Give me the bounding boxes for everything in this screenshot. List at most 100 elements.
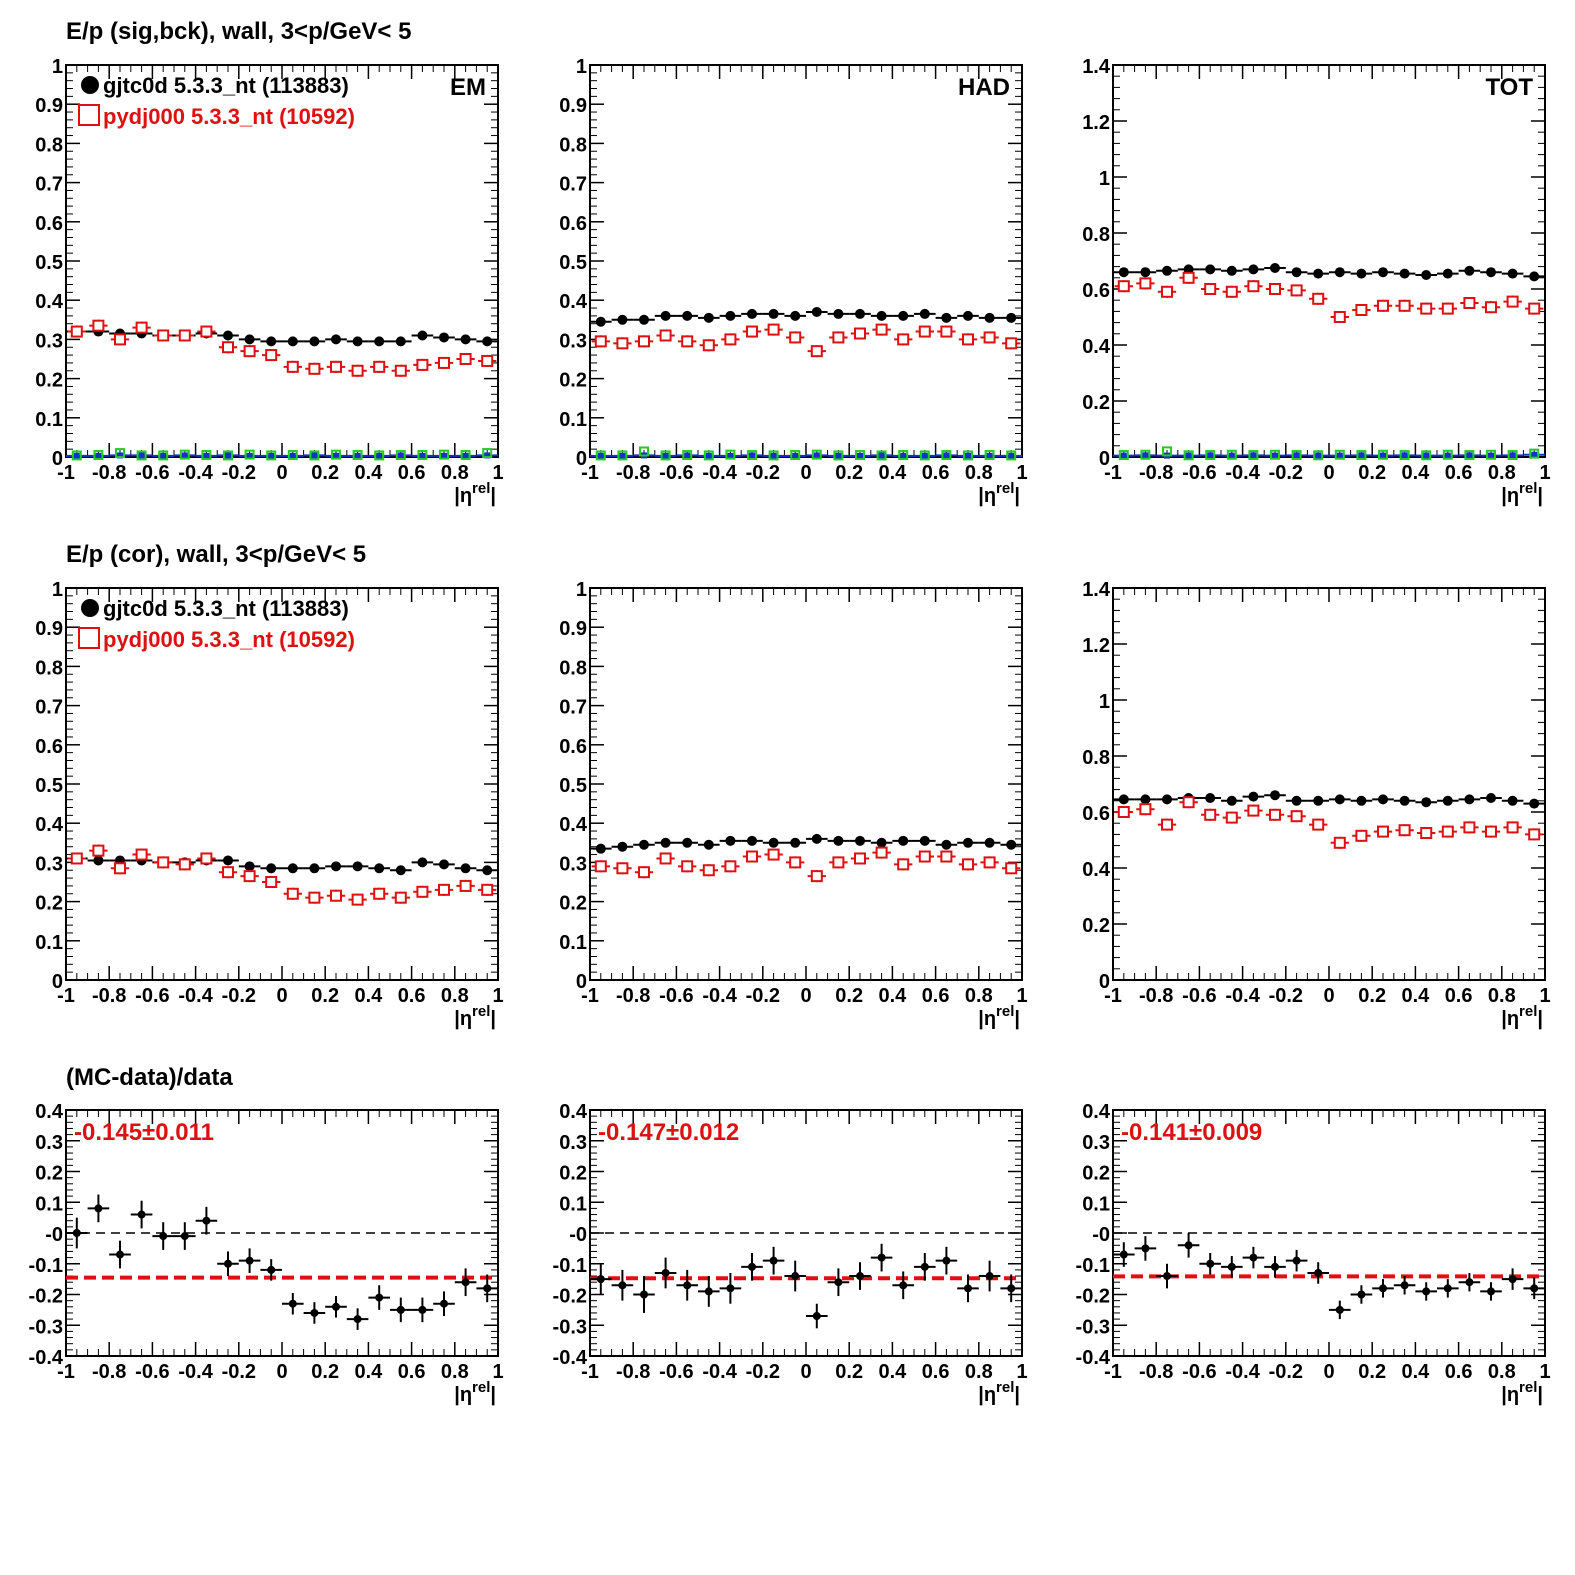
mc-point (789, 856, 802, 869)
data-point (725, 310, 736, 321)
x-tick-label: 0.6 (922, 1361, 950, 1383)
mc-point (746, 325, 758, 338)
mc-point (940, 850, 953, 863)
bkg-data-point (965, 452, 971, 459)
y-tick-label: 0 (1099, 448, 1110, 470)
mc-point (1377, 825, 1389, 838)
x-tick-label: -0.8 (616, 1361, 650, 1383)
data-point (790, 310, 801, 321)
x-tick-label: -0.6 (1182, 985, 1216, 1007)
data-point (790, 837, 801, 848)
mc-point (940, 325, 953, 338)
x-tick-label: -1 (1104, 1361, 1122, 1383)
y-tick-label: -0.3 (553, 1316, 587, 1338)
bkg-mc-point (158, 450, 169, 461)
y-tick-label: 0.7 (559, 174, 587, 196)
bkg-mc-point (1334, 449, 1345, 460)
bkg-mc-point (93, 450, 104, 461)
y-tick-label: 0.8 (35, 657, 63, 679)
mc-point (681, 335, 694, 348)
mc-point (351, 364, 364, 377)
data-point (1399, 795, 1410, 806)
data-point (1507, 268, 1518, 279)
bkg-data-point (333, 452, 339, 459)
data-point (223, 330, 233, 341)
x-tick-label: 0 (1323, 462, 1334, 484)
bkg-data-point (619, 452, 626, 459)
data-point (1399, 268, 1410, 279)
plot-frame (589, 64, 1023, 458)
bkg-data-point (160, 452, 167, 459)
x-tick-label: -0.6 (135, 1361, 169, 1383)
data-point (287, 863, 298, 874)
data-point (1291, 267, 1302, 278)
x-tick-label: -0.4 (1225, 462, 1260, 484)
legend-data-marker (81, 599, 99, 617)
mc-point (1463, 821, 1476, 834)
bkg-mc-point (201, 450, 212, 461)
ratio-point (877, 1253, 886, 1262)
bkg-data-point (727, 452, 734, 459)
bkg-mc-point (1162, 446, 1172, 457)
y-tick-label: -0.1 (1076, 1255, 1110, 1277)
bkg-data-point (138, 452, 145, 459)
data-point (984, 837, 995, 848)
bkg-data-point (705, 452, 712, 459)
bkg-data-point (117, 452, 123, 459)
data-point (682, 837, 693, 848)
x-tick-label: -0.4 (178, 1361, 213, 1383)
y-tick-label: -0.3 (29, 1316, 63, 1338)
y-tick-label: -0.1 (29, 1255, 63, 1277)
x-tick-label: -0.8 (92, 462, 126, 484)
data-point (1378, 267, 1388, 278)
data-point (1162, 794, 1172, 805)
bkg-mc-point (811, 449, 822, 460)
x-tick-label: 0.8 (965, 1361, 993, 1383)
data-point (93, 855, 104, 866)
mc-point (875, 846, 888, 859)
bkg-mc-point (1248, 450, 1259, 461)
row-title-cor: E/p (cor), wall, 3<p/GeV< 5 (66, 541, 367, 568)
mc-point (702, 864, 715, 877)
mc-point (135, 321, 148, 334)
mc-point (1441, 302, 1454, 315)
bkg-mc-point (1507, 450, 1518, 461)
data-point (833, 308, 844, 319)
ratio-point (1271, 1262, 1279, 1271)
mc-point (1225, 811, 1238, 824)
bkg-mc-point (617, 450, 628, 461)
ratio-point (1141, 1244, 1150, 1253)
data-point (984, 312, 995, 323)
mc-point (459, 879, 472, 892)
panel-sig-had: 00.10.20.30.40.50.60.70.80.91-1 -0.8 -0.6-… (559, 56, 1027, 507)
data-point (1226, 795, 1237, 806)
x-tick-label: -0.6 (135, 985, 169, 1007)
data-point (898, 835, 909, 846)
panel-sig-em: 00.10.20.30.40.50.60.70.80.91-1 -0.8 -0.6-… (35, 56, 503, 507)
mc-point (1377, 299, 1389, 312)
bkg-data-point (1142, 452, 1149, 459)
data-point (309, 336, 320, 347)
data-point (1291, 795, 1302, 806)
y-tick-label: 0.6 (35, 736, 63, 758)
data-point (1464, 265, 1475, 276)
data-point (439, 332, 449, 343)
mc-point (330, 360, 342, 373)
data-point (287, 336, 298, 347)
bkg-data-point (1008, 452, 1015, 459)
data-point (963, 310, 973, 321)
ratio-point (94, 1204, 103, 1213)
mc-point (438, 356, 450, 369)
mc-point (616, 337, 629, 350)
bkg-data-point (835, 452, 842, 459)
ratio-point (834, 1278, 843, 1287)
legend-data-label: gjtc0d 5.3.3_nt (113883) (103, 596, 349, 621)
ratio-point (267, 1265, 276, 1274)
panel-label: TOT (1485, 74, 1533, 101)
ratio-point (72, 1229, 81, 1237)
data-point (1507, 795, 1518, 806)
y-tick-label: 0.1 (559, 409, 587, 431)
bkg-mc-point (1140, 449, 1151, 460)
mc-point (1247, 804, 1260, 817)
